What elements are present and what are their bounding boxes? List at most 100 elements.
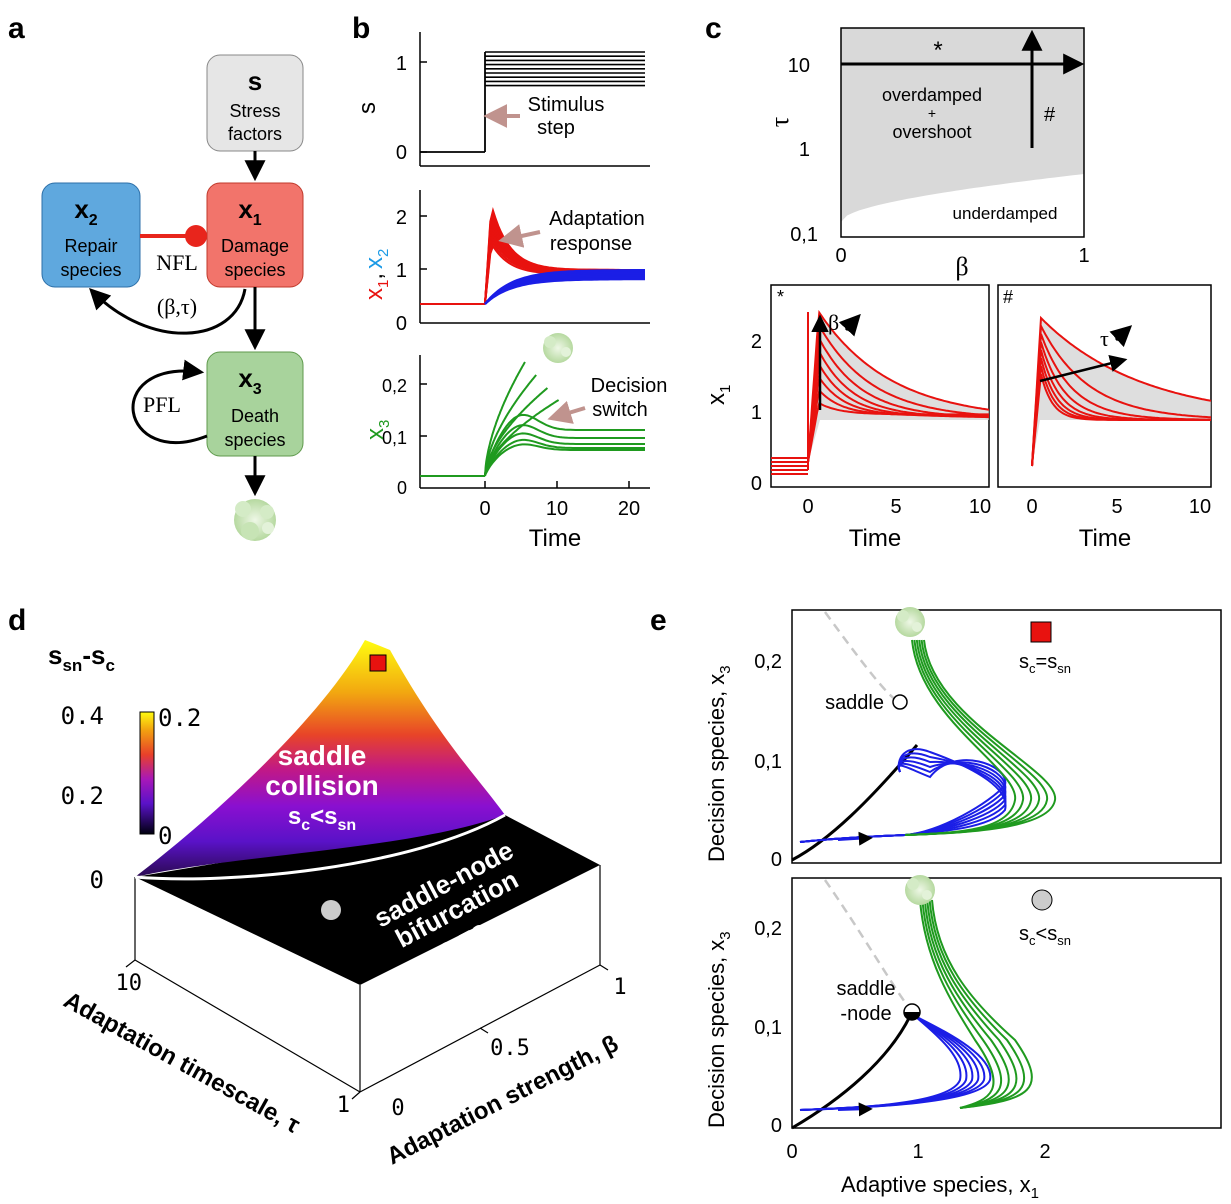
c-top-xtick-1: 1 — [1078, 245, 1089, 267]
c-br-xtick-10: 10 — [1189, 496, 1211, 518]
e-top-blue-loop — [897, 748, 1007, 836]
svg-text:x2: x2 — [74, 194, 97, 229]
x2-box-title: x — [74, 194, 89, 224]
s-box-title: s — [248, 66, 262, 96]
s-box-label1: Stress — [229, 101, 280, 121]
c-top-xlabel: β — [955, 252, 968, 281]
b-mid-ylabel: x1,x2 — [361, 249, 392, 300]
c-top-plus: + — [928, 105, 936, 121]
x1-box-label1: Damage — [221, 236, 289, 256]
c-bl-beta-label: β — [828, 310, 839, 335]
x3-box-sub: 3 — [253, 381, 262, 398]
d-gray-circle-marker — [321, 900, 341, 920]
b-top-axes: 1 0 s — [354, 32, 650, 167]
b-bot-ytick-1: 0,1 — [382, 428, 407, 448]
e-top-flow-arrow — [837, 831, 873, 846]
c-bl-x1-line — [807, 322, 990, 463]
c-br-tau-arrow — [1039, 354, 1128, 383]
panel-letter-e: e — [650, 604, 667, 637]
e-top-blue-loop — [897, 761, 1007, 836]
c-bl-xtick-10: 10 — [969, 496, 991, 518]
panel-c: 10 1 0,1 τ 0 1 β overdamped + overshoot … — [703, 27, 1212, 552]
b-xtick-10: 10 — [546, 498, 568, 520]
b-top-ytick-1: 1 — [396, 53, 407, 75]
x3-box-label2: species — [224, 430, 285, 450]
b-mid-ytick-2: 2 — [396, 207, 407, 229]
c-top-star: * — [933, 37, 942, 64]
pfl-label: PFL — [143, 392, 181, 417]
e-bot-ytick-01: 0,1 — [754, 1017, 782, 1039]
b-bot-x3-line — [484, 438, 645, 476]
d-beta-tick-05: 0.5 — [490, 1036, 530, 1061]
b-bot-decision-lines — [420, 361, 645, 477]
c-bl-mark: * — [777, 287, 784, 307]
b-mid-axes: 2 1 0 x1,x2 — [361, 190, 650, 335]
b-bot-ytick-2: 0,2 — [382, 376, 407, 396]
c-top-underdamped-label: underdamped — [953, 204, 1058, 223]
e-bot-flow-arrow — [837, 1102, 873, 1117]
x1-box-title: x — [238, 194, 253, 224]
e-bot-ytick-0: 0 — [771, 1115, 782, 1137]
panel-letter-c: c — [705, 12, 722, 45]
c-bl-xtick-0: 0 — [802, 496, 813, 518]
d-ztick-0: 0 — [90, 866, 104, 894]
d-tau-tick-10: 10 — [116, 971, 143, 996]
b-bot-x3-line — [484, 413, 645, 475]
e-bot-dead-cell-icon — [905, 875, 935, 905]
c-br-x1-line — [1031, 315, 1212, 467]
c-bl-fill — [808, 312, 989, 462]
e-bot-green-line — [926, 899, 1018, 1109]
e-bot-black-curve — [791, 1011, 914, 1130]
x1-box-sub: 1 — [253, 212, 262, 229]
panel-b-timecourses: 1 0 s Stimulus step 2 1 0 x1,x2 Adaptati… — [354, 32, 667, 552]
c-top-overdamped-label: overdamped — [882, 85, 982, 105]
c-bl-beta-family — [771, 309, 990, 475]
d-collision-label-3: sc<ssn — [288, 803, 356, 834]
b-bot-ylabel: x3 — [362, 420, 393, 440]
b-bot-ytick-0: 0 — [397, 478, 407, 498]
panel-letter-b: b — [352, 12, 370, 45]
b-top-ytick-0: 0 — [396, 142, 407, 164]
c-br-xtick-0: 0 — [1026, 496, 1037, 518]
e-bot-saddle-label-2: -node — [840, 1003, 891, 1025]
b-bot-x3-line — [484, 443, 645, 476]
e-top-dead-cell-icon — [895, 607, 925, 637]
e-top-dashed-manifold — [823, 611, 901, 704]
e-bot-frame — [791, 877, 1222, 1129]
panel-letter-d: d — [8, 604, 26, 637]
e-top-blue-loop — [897, 760, 1007, 836]
e-xtick-2: 2 — [1039, 1141, 1050, 1163]
e-top-saddle-label: saddle — [825, 692, 884, 714]
b-mid-annot-arrow — [498, 224, 541, 248]
e-bot-ytick-02: 0,2 — [754, 918, 782, 940]
panel-d: ssn-sc 0.4 0.2 0 0.2 0 saddle collision … — [48, 640, 627, 1170]
c-bl-beta-up-arrow — [838, 313, 861, 337]
e-bot-green-line — [921, 899, 1003, 1109]
c-top-ytick-10: 10 — [788, 55, 810, 77]
b-bot-x3-line — [484, 374, 537, 477]
e-bot-saddle-label-1: saddle — [837, 978, 896, 1000]
b-top-annot-2: step — [537, 117, 575, 139]
e-bot-legend: sc<ssn — [1019, 923, 1071, 948]
x2-box-label2: species — [60, 260, 121, 280]
e-bot-blue-line — [799, 1015, 992, 1111]
d-black-plane — [135, 815, 600, 985]
x3-box-label1: Death — [231, 406, 279, 426]
d-tau-tick-1: 1 — [337, 1093, 350, 1118]
c-top-ylabel: τ — [765, 117, 794, 127]
d-beta-tick-1: 1 — [613, 975, 626, 1000]
d-collision-label-1: saddle — [278, 740, 367, 771]
c-br-fill — [1032, 318, 1211, 466]
e-xtick-1: 1 — [912, 1141, 923, 1163]
e-top-red-square — [1030, 621, 1052, 643]
b-bot-annot-arrow — [547, 400, 586, 424]
e-top-ytick-01: 0,1 — [754, 751, 782, 773]
d-colorbar-tick-02: 0.2 — [158, 704, 201, 732]
e-top-blue-loop — [897, 756, 1007, 836]
b-bot-x3-line — [484, 361, 526, 477]
c-br-tau-label: τ — [1100, 326, 1109, 351]
e-bot-green-line — [919, 899, 995, 1109]
x1-box-label2: species — [224, 260, 285, 280]
c-top-ytick-1: 1 — [799, 139, 810, 161]
